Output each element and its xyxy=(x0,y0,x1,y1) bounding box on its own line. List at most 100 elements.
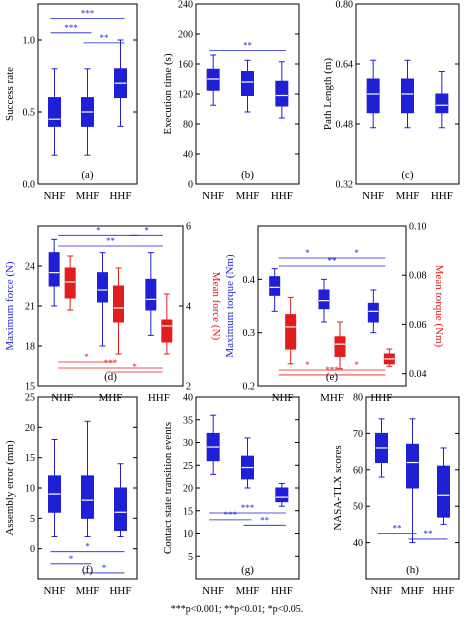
y-tick-label: 120 xyxy=(178,90,193,101)
y-tick-label: 5 xyxy=(30,514,35,525)
box-iqr xyxy=(275,80,289,107)
x-category-label: HHF xyxy=(271,190,293,202)
y-tick-label: 0.64 xyxy=(336,60,354,71)
x-category-label: HHF xyxy=(109,190,131,202)
y-right-axis-title: Mean torque (Nm) xyxy=(433,265,445,348)
panel-h: 40 50 60 70 80 NASA-TLX scores ** ** (h) NHF MHF HH… xyxy=(332,393,460,597)
panel-f: 0 5 10 15 20 25 Assembly error (mm) * * * (f) NHF MH… xyxy=(4,393,138,597)
y-tick-label: 15 xyxy=(25,453,35,464)
y-right-tick-label: 0.08 xyxy=(409,271,427,282)
significance-marker: *** xyxy=(325,365,339,375)
y-tick-label: 240 xyxy=(178,0,193,11)
significance-marker: * xyxy=(96,225,101,235)
significance-marker: * xyxy=(354,248,359,258)
box-iqr xyxy=(241,71,254,96)
x-category-label: NHF xyxy=(51,392,73,404)
y-tick-label: 15 xyxy=(25,382,35,393)
x-category-label: NHF xyxy=(370,585,392,597)
box-iqr xyxy=(114,487,127,531)
significance-marker: * xyxy=(132,362,137,372)
y-axis-title: Success rate xyxy=(4,67,16,121)
plot-frame xyxy=(365,396,460,580)
y-tick-label: 15 xyxy=(183,506,193,517)
x-category-label: NHF xyxy=(202,190,224,202)
box-iqr xyxy=(81,475,94,519)
panel-e: 0.2 0.3 0.4 0.04 0.06 0.08 0.10 Maximum torque … xyxy=(224,222,445,405)
y-tick-label: 0.3 xyxy=(243,328,256,339)
y-tick-label: 25 xyxy=(25,393,35,404)
x-category-label: HHF xyxy=(148,392,170,404)
panel-label: (b) xyxy=(241,169,254,181)
significance-marker: * xyxy=(305,360,310,370)
y-tick-label: 160 xyxy=(178,60,193,71)
significance-marker: *** xyxy=(64,23,78,33)
y-tick-label: 40 xyxy=(183,150,193,161)
x-category-label: MHF xyxy=(396,190,420,202)
y-axis-title: Path Length (m) xyxy=(322,58,334,130)
y-tick-label: 70 xyxy=(353,429,363,440)
y-right-tick-label: 2 xyxy=(186,382,191,393)
y-tick-label: 50 xyxy=(353,502,363,513)
panel-label: (f) xyxy=(82,564,93,576)
significance-marker: *** xyxy=(81,8,95,18)
y-tick-label: 1.0 xyxy=(23,36,36,47)
y-tick-label: 20 xyxy=(25,423,35,434)
significance-marker: * xyxy=(145,225,150,235)
significance-marker: * xyxy=(85,542,90,552)
y-tick-label: 5 xyxy=(188,552,193,563)
significance-marker: * xyxy=(305,248,310,258)
y-tick-label: 40 xyxy=(183,393,193,404)
box-iqr xyxy=(48,97,61,127)
panel-c: 0.32 0.48 0.64 0.80 Path Length (m) (c) NHF MHF… xyxy=(322,0,460,202)
panel-label: (d) xyxy=(104,371,117,383)
significance-marker: * xyxy=(84,352,89,362)
y-right-tick-label: 0.10 xyxy=(409,222,427,233)
box-iqr xyxy=(64,267,76,299)
x-category-label: NHF xyxy=(362,190,384,202)
panel-label: (g) xyxy=(241,564,254,576)
y-tick-label: 24 xyxy=(25,262,35,273)
panel-g: 5 10 15 20 25 30 35 40 Contact state transition … xyxy=(162,393,300,597)
panel-label: (e) xyxy=(326,371,339,383)
y-tick-label: 0.5 xyxy=(23,108,36,119)
x-category-label: NHF xyxy=(272,392,294,404)
y-tick-label: 0.4 xyxy=(243,275,256,286)
panel-label: (a) xyxy=(81,169,94,181)
y-tick-label: 21 xyxy=(25,302,35,313)
y-tick-label: 0.80 xyxy=(336,0,354,11)
significance-marker: * xyxy=(102,563,107,573)
y-tick-label: 35 xyxy=(183,415,193,426)
box-iqr xyxy=(366,78,380,114)
y-tick-label: 20 xyxy=(183,484,193,495)
box-iqr xyxy=(285,314,297,350)
x-category-label: HHF xyxy=(109,585,131,597)
panel-label: (c) xyxy=(401,169,414,181)
box-iqr xyxy=(161,319,173,343)
y-tick-label: 0.0 xyxy=(23,180,36,191)
y-tick-label: 200 xyxy=(178,30,193,41)
box-iqr xyxy=(48,252,60,287)
x-category-label: NHF xyxy=(43,585,65,597)
x-category-label: MHF xyxy=(76,190,100,202)
y-axis-title: Maximum force (N) xyxy=(4,261,16,351)
y-tick-label: 40 xyxy=(353,538,363,549)
x-category-label: MHF xyxy=(236,585,260,597)
x-category-label: MHF xyxy=(236,190,260,202)
y-axis-title: Assembly error (mm) xyxy=(4,440,16,536)
x-category-label: HHF xyxy=(370,392,392,404)
y-tick-label: 0 xyxy=(188,180,193,191)
y-tick-label: 0.2 xyxy=(243,382,256,393)
y-tick-label: 80 xyxy=(353,393,363,404)
significance-marker: * xyxy=(354,360,359,370)
box-iqr xyxy=(435,93,449,114)
y-axis-title: Contact state transition events xyxy=(162,422,174,554)
x-category-label: NHF xyxy=(43,190,65,202)
y-axis-title: NASA-TLX scores xyxy=(332,445,344,530)
y-right-tick-label: 6 xyxy=(186,222,191,233)
box-iqr xyxy=(367,302,379,323)
significance-marker: ** xyxy=(243,41,253,51)
panel-label: (h) xyxy=(406,564,419,576)
y-tick-label: 10 xyxy=(25,484,35,495)
